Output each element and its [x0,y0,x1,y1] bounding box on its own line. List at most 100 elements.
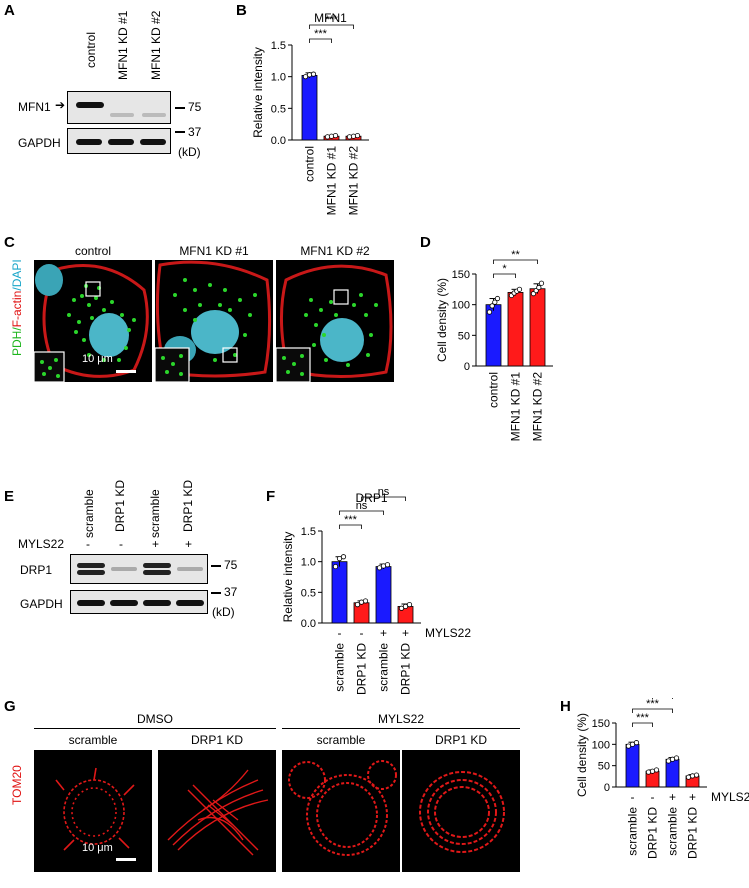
data-point [354,602,361,608]
lane-label: MFN1 KD #1 [116,10,130,80]
marker-tick [211,565,221,567]
significance-label: *** [646,698,660,710]
significance-label: ** [511,249,520,261]
y-tick-label: 1.5 [301,526,316,538]
x-category-label: DRP1 KD [646,807,660,859]
y-tick-label: 1.0 [271,72,286,84]
y-tick-label: 0.5 [301,587,316,599]
bar [331,561,348,624]
treatment-sign: - [86,537,90,551]
data-point [492,299,498,305]
treatment-sign: + [669,790,676,804]
panel-letter-e: E [4,488,15,505]
blot-row-label: MFN1 [18,100,51,114]
micrograph-title: scramble [68,733,118,747]
data-point [673,755,680,761]
micrograph-title: DRP1 KD [190,733,243,747]
stain-dapi: DAPI [10,259,24,288]
treatment-sign: - [119,537,123,551]
significance-bracket [632,722,653,727]
data-point [538,280,545,286]
lane-label: scramble [82,489,96,538]
treatment-sign: + [689,790,696,804]
micrograph-title: MFN1 KD #2 [300,244,370,258]
marker-tick [175,107,185,109]
micrograph-title: control [74,244,112,258]
x-category-label: DRP1 KD [686,807,700,859]
micrograph-control [34,260,152,382]
y-tick-label: 50 [598,761,610,773]
micrograph-title: scramble [316,733,366,747]
data-point [693,772,700,778]
treatment-sign: + [402,626,409,640]
significance-bracket [493,259,538,264]
bar-chart-mfn1: MFN1 0.0 0.5 1.0 1.5 Relative intensity *** ***… [251,11,369,215]
x-category-label: DRP1 KD [355,643,369,695]
bar [529,288,546,367]
significance-bracket [361,496,406,501]
data-point [332,132,339,139]
x-category-label: control [303,146,317,182]
x-category-label: scramble [666,807,680,856]
significance-label: *** [636,712,650,724]
y-tick-label: 0 [464,361,470,373]
treatment-sign: + [380,626,387,640]
lane-label: scramble [148,489,162,538]
bar-chart-drp1: DRP1 0.0 0.5 1.0 1.5 Relative intensity *** nsn… [281,486,471,695]
bar [375,566,392,624]
data-point [489,303,495,309]
data-point [536,284,542,291]
significance-bracket [309,38,332,43]
stain-label: PDH/F-actin/DAPI [10,259,24,356]
micrograph-mfn1-kd1 [155,260,273,382]
treatment-sign: + [185,537,193,551]
unit-label: (kD) [178,145,201,159]
significance-bracket [339,524,362,529]
significance-bracket [309,24,354,29]
data-point [406,602,413,608]
treatment-label: MYLS22 [18,537,65,551]
significance-label: * [502,263,507,275]
significance-label: *** [325,14,339,26]
data-point [633,740,640,746]
bar [507,292,524,367]
panel-letter-f: F [266,488,276,505]
y-tick-label: 50 [458,330,470,342]
blot-row-label: DRP1 [20,563,53,577]
treatment-sign: + [152,537,160,551]
data-point [486,309,493,315]
marker-label: 75 [224,558,238,572]
data-point [340,554,347,560]
treatment-sign: - [360,626,364,640]
group-line [34,728,276,729]
y-axis-label: Cell density (%) [575,713,589,797]
micrograph-tom20-dmso-drp1kd [158,750,276,872]
x-category-label: MFN1 KD #1 [509,372,523,442]
western-blot-drp1 [70,554,208,584]
treatment-sign: - [651,790,655,804]
y-tick-label: 150 [592,718,610,730]
y-axis-label: Cell density (%) [435,278,449,362]
significance-label: ns [378,486,390,498]
micrograph-tom20-dmso-scramble [34,750,152,872]
y-tick-label: 0.5 [271,103,286,115]
data-point [653,767,660,773]
y-tick-label: 100 [592,739,610,751]
micrograph-tom20-myls22-drp1kd [402,750,520,872]
stain-pdh: PDH [10,330,24,356]
lane-label: DRP1 KD [113,479,127,532]
unit-label: (kD) [212,605,235,619]
marker-label: 75 [188,100,202,114]
data-point [384,562,391,568]
treatment-label: MYLS22 [425,626,471,640]
significance-bracket [339,510,384,515]
panel-letter-c: C [4,234,15,251]
data-point [302,74,309,80]
treatment-label: MYLS22 [711,790,749,804]
lane-label: DRP1 KD [181,479,195,532]
y-axis-label: Relative intensity [251,47,265,138]
data-point [516,286,523,292]
stain-separator: / [10,327,24,331]
x-category-label: DRP1 KD [399,643,413,695]
